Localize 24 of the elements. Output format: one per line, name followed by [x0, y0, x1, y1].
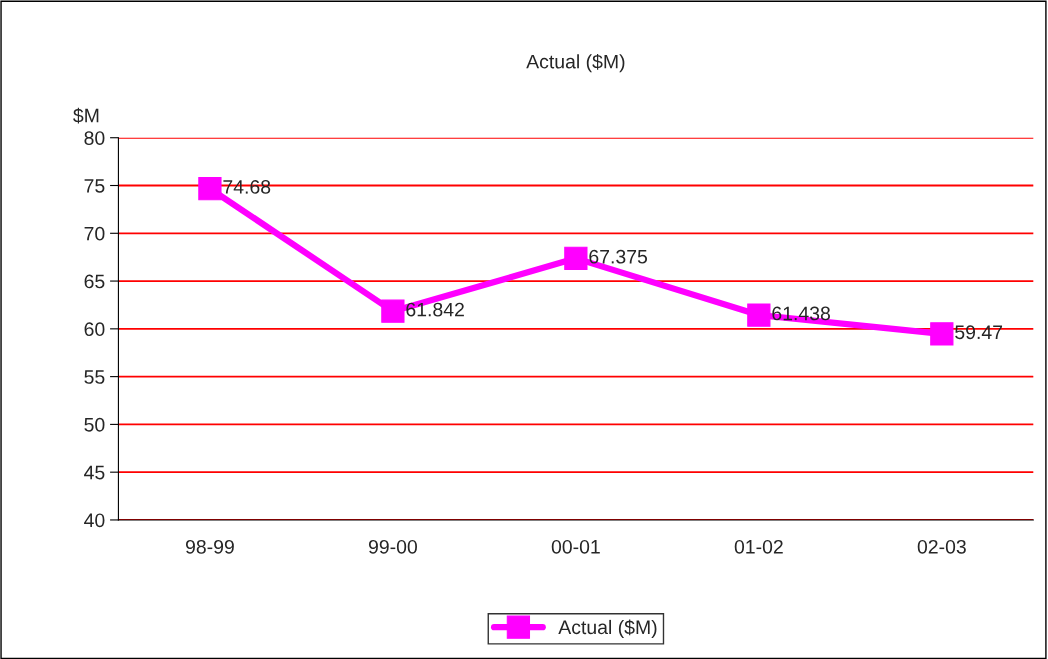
x-tick-label: 00-01 [551, 539, 600, 554]
x-tick-label: 98-99 [185, 539, 234, 554]
x-tick-label: 02-03 [917, 539, 966, 554]
y-tick-label: 50 [84, 417, 105, 432]
y-tick-label: 45 [84, 465, 105, 480]
point [747, 303, 771, 327]
y-tick-label: 70 [84, 226, 105, 241]
y-tick-label: 75 [84, 179, 105, 193]
x-tick-label: 99-00 [368, 539, 417, 554]
point [564, 246, 588, 270]
y-tick-label: 60 [84, 322, 105, 337]
point [198, 176, 222, 201]
point [381, 299, 405, 323]
point [930, 322, 954, 346]
data-label: 67.375 [589, 249, 648, 264]
y-tick-label: 40 [84, 513, 105, 528]
y-tick-label: 65 [84, 274, 105, 289]
y-axis-title: $M [73, 107, 99, 124]
data-label: 61.842 [406, 302, 464, 317]
y-tick-label: 80 [84, 131, 105, 145]
y-tick-label: 55 [84, 370, 105, 384]
chart-title: Actual ($M) [526, 53, 625, 73]
x-tick-label: 01-02 [734, 539, 783, 554]
legend-label: Actual ($M) [558, 619, 657, 639]
